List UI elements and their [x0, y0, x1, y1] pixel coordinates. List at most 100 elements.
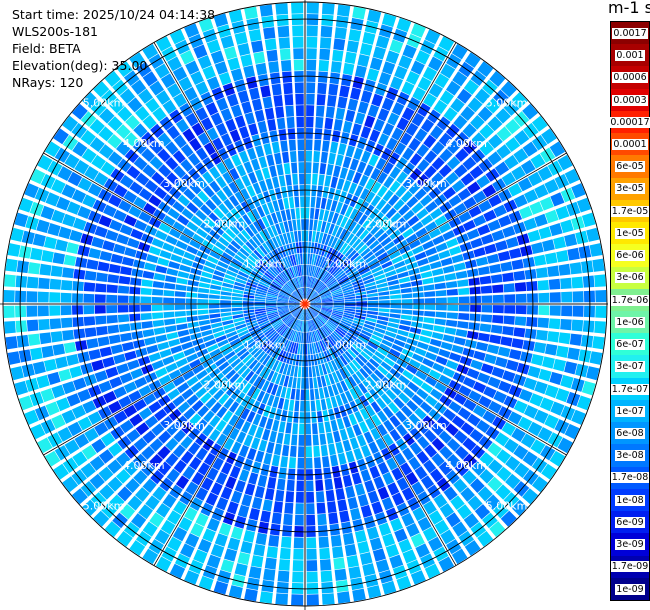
- ppi-gate: [277, 337, 285, 348]
- ppi-gate: [151, 237, 165, 248]
- ppi-gate: [431, 268, 444, 276]
- colorbar-tick-label: 0.0017: [612, 27, 648, 39]
- ppi-gate: [248, 223, 259, 235]
- ppi-gate: [158, 222, 172, 234]
- ppi-gate: [473, 214, 487, 227]
- ppi-gate: [277, 307, 289, 312]
- ppi-gate: [222, 185, 233, 198]
- ppi-gate: [267, 330, 277, 340]
- ppi-gate: [458, 287, 470, 296]
- ppi-gate: [170, 253, 183, 263]
- ppi-gate: [277, 299, 289, 303]
- ppi-gate: [359, 42, 373, 56]
- ppi-gate: [277, 260, 285, 271]
- ppi-gate: [98, 215, 112, 228]
- ppi-gate: [321, 309, 332, 314]
- ppi-gate: [199, 276, 212, 284]
- ppi-gate: [173, 459, 187, 474]
- colorbar-cell: 1e-05: [611, 222, 649, 245]
- ppi-gate: [470, 237, 483, 249]
- ppi-gate: [155, 556, 172, 572]
- ppi-gate: [134, 376, 148, 389]
- ppi-gate: [264, 38, 277, 51]
- ppi-gate: [230, 240, 242, 250]
- ppi-gate: [305, 253, 308, 265]
- ppi-gate: [385, 389, 397, 401]
- ppi-gate: [91, 236, 105, 249]
- ppi-gate: [173, 165, 186, 179]
- ppi-gate: [259, 244, 268, 256]
- ppi-gate: [371, 181, 382, 194]
- ppi-gate: [438, 249, 451, 260]
- colorbar-tick-label: 1e-05: [615, 227, 645, 239]
- ppi-gate: [594, 320, 606, 334]
- azimuth-spoke: [304, 152, 567, 305]
- ppi-gate: [493, 204, 507, 218]
- ppi-gate: [309, 294, 319, 301]
- colorbar-tick-label: 1e-06: [615, 316, 645, 328]
- range-ring-label: 4.00km: [123, 137, 165, 150]
- ppi-gate: [113, 410, 128, 424]
- ppi-gate: [310, 304, 322, 306]
- ppi-gate: [203, 142, 216, 156]
- ppi-gate: [263, 27, 276, 40]
- ppi-gate: [389, 348, 401, 358]
- ppi-gate: [464, 52, 481, 68]
- ppi-gate: [205, 492, 219, 506]
- ppi-gate: [257, 474, 268, 488]
- ppi-gate: [269, 165, 277, 178]
- ppi-gate: [319, 312, 330, 320]
- ppi-gate: [344, 350, 354, 361]
- ppi-gate: [237, 552, 251, 566]
- ppi-gate: [466, 368, 480, 380]
- ppi-gate: [382, 433, 394, 447]
- ppi-gate: [157, 445, 171, 460]
- ppi-gate: [447, 140, 461, 155]
- ppi-gate: [160, 73, 176, 89]
- ppi-gate: [375, 157, 387, 171]
- ppi-gate: [355, 226, 366, 238]
- ppi-gate: [311, 265, 315, 277]
- ppi-gate: [288, 299, 300, 303]
- ppi-gate: [283, 163, 291, 175]
- ppi-gate: [457, 188, 472, 201]
- ppi-gate: [281, 287, 292, 295]
- ppi-gate: [318, 314, 328, 322]
- ppi-gate: [89, 455, 105, 471]
- ppi-gate: [328, 223, 335, 235]
- ppi-gate: [363, 164, 374, 177]
- ppi-gate: [288, 302, 300, 304]
- ppi-gate: [7, 243, 21, 257]
- ppi-gate: [345, 233, 355, 244]
- ppi-gate: [380, 361, 392, 372]
- ppi-gate: [343, 291, 355, 296]
- ppi-gate: [5, 336, 18, 350]
- ppi-gate: [401, 309, 413, 315]
- ppi-gate: [176, 277, 188, 285]
- ppi-gate: [306, 116, 314, 128]
- ppi-gate: [278, 309, 289, 314]
- ppi-gate: [254, 485, 265, 499]
- ppi-gate: [220, 300, 231, 304]
- ppi-gate: [321, 305, 333, 309]
- ppi-gate: [531, 115, 548, 132]
- ppi-gate: [229, 372, 240, 384]
- ppi-gate: [542, 356, 555, 369]
- ppi-gate: [359, 421, 369, 434]
- ppi-gate: [488, 133, 503, 149]
- ppi-gate: [133, 123, 148, 138]
- ppi-gate: [258, 156, 268, 169]
- ppi-gate: [286, 232, 292, 244]
- ppi-gate: [523, 189, 539, 203]
- ppi-gate: [445, 360, 459, 371]
- ppi-gate: [315, 479, 324, 492]
- ppi-gate: [288, 301, 300, 304]
- ppi-gate: [175, 475, 190, 490]
- ppi-gate: [406, 70, 420, 86]
- ppi-gate: [333, 330, 343, 340]
- ppi-gate: [463, 399, 477, 412]
- ppi-gate: [289, 151, 297, 163]
- ppi-gate: [71, 405, 87, 419]
- ppi-gate: [237, 504, 250, 518]
- ppi-gate: [492, 284, 504, 294]
